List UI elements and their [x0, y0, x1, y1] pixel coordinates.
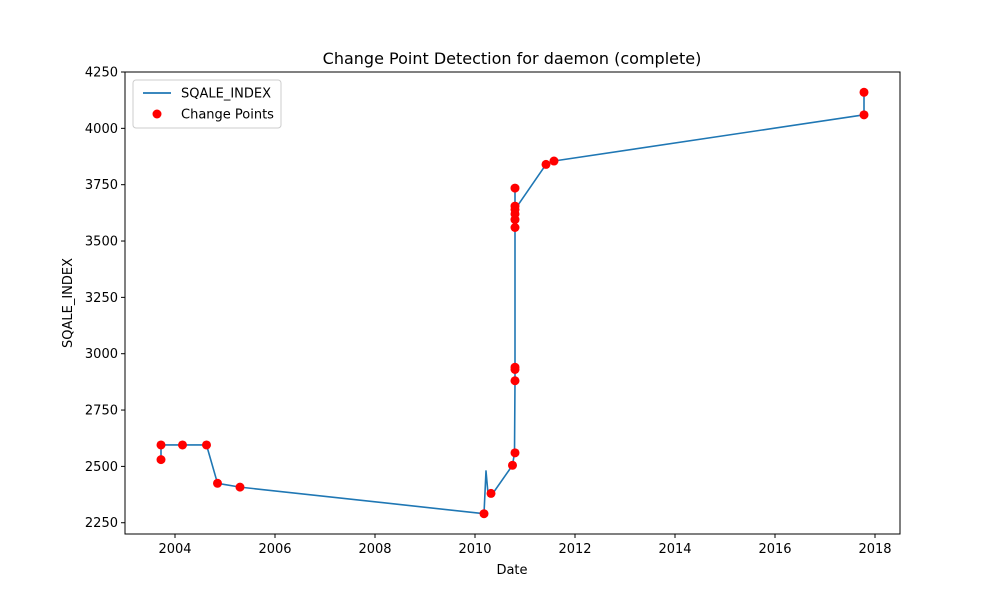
x-tick-label: 2004 — [158, 542, 191, 557]
change-point-marker — [235, 482, 245, 492]
x-tick-label: 2008 — [358, 542, 391, 557]
change-point-marker — [202, 440, 211, 450]
y-axis-ticks: 2250 2500 2750 3000 3250 3500 3750 4000 4250 — [85, 66, 125, 531]
y-tick-label: 3750 — [85, 178, 118, 193]
y-tick-label: 3500 — [85, 235, 118, 250]
change-point-marker — [156, 455, 166, 465]
change-point-marker — [486, 488, 496, 498]
x-axis-label: Date — [496, 563, 527, 578]
legend-marker-swatch — [152, 109, 162, 119]
x-tick-label: 2018 — [858, 542, 891, 557]
change-point-marker — [479, 509, 489, 519]
change-point-marker — [549, 156, 559, 166]
x-tick-label: 2006 — [258, 542, 291, 557]
change-point-marker — [178, 440, 187, 450]
change-point-marker — [213, 478, 222, 488]
y-tick-label: 2250 — [85, 516, 118, 531]
y-tick-label: 3250 — [85, 291, 118, 306]
plot-area — [124, 71, 901, 535]
change-point-marker — [859, 87, 869, 97]
legend-label: Change Points — [181, 108, 274, 123]
change-point-marker — [510, 201, 520, 211]
change-point-marker — [541, 159, 551, 169]
legend-box — [132, 79, 282, 129]
change-point-marker — [510, 376, 520, 386]
x-tick-label: 2010 — [458, 542, 491, 557]
y-tick-label: 4250 — [85, 66, 118, 81]
change-point-marker — [510, 223, 520, 233]
legend: SQALE_INDEX Change Points — [132, 79, 282, 129]
chart-title: Change Point Detection for daemon (compl… — [323, 49, 702, 68]
change-point-marker — [156, 440, 166, 450]
y-tick-label: 2500 — [85, 460, 118, 475]
change-point-marker — [510, 183, 520, 193]
y-tick-label: 2750 — [85, 404, 118, 419]
y-tick-label: 3000 — [85, 347, 118, 362]
x-tick-label: 2016 — [758, 542, 791, 557]
legend-label: SQALE_INDEX — [181, 87, 271, 102]
y-tick-label: 4000 — [85, 122, 118, 137]
change-point-marker — [510, 448, 520, 458]
change-point-marker — [508, 460, 517, 470]
x-tick-label: 2014 — [658, 542, 691, 557]
y-axis-label: SQALE_INDEX — [61, 258, 76, 348]
plot-frame — [124, 71, 901, 535]
change-point-marker — [510, 362, 520, 372]
x-tick-label: 2012 — [558, 542, 591, 557]
x-axis-ticks: 2004 2006 2008 2010 2012 2014 2016 2018 — [158, 534, 892, 557]
change-point-marker — [859, 110, 869, 120]
series-layer — [156, 87, 869, 519]
